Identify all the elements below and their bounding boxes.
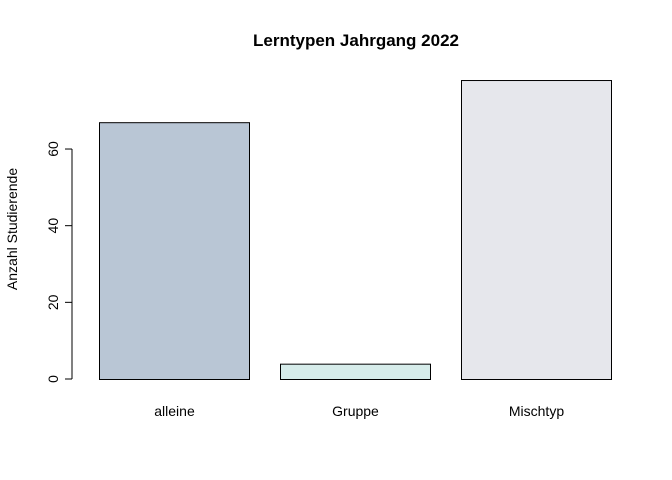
- bar-gruppe: [280, 363, 431, 380]
- bar-alleine: [99, 122, 250, 381]
- y-tick-label: 20: [45, 294, 61, 310]
- y-axis-label: Anzahl Studierende: [4, 168, 20, 290]
- y-tick-label: 40: [45, 218, 61, 234]
- y-axis: 0 20 40 60: [45, 141, 73, 383]
- category-label: Mischtyp: [509, 403, 564, 419]
- bar-mischtyp: [461, 80, 612, 380]
- category-label: alleine: [154, 403, 195, 419]
- category-label: Gruppe: [332, 403, 379, 419]
- chart-title: Lerntypen Jahrgang 2022: [253, 31, 459, 50]
- bars: [99, 80, 612, 381]
- category-labels: alleine Gruppe Mischtyp: [154, 403, 564, 419]
- y-tick-label: 60: [45, 141, 61, 157]
- y-tick-label: 0: [45, 375, 61, 383]
